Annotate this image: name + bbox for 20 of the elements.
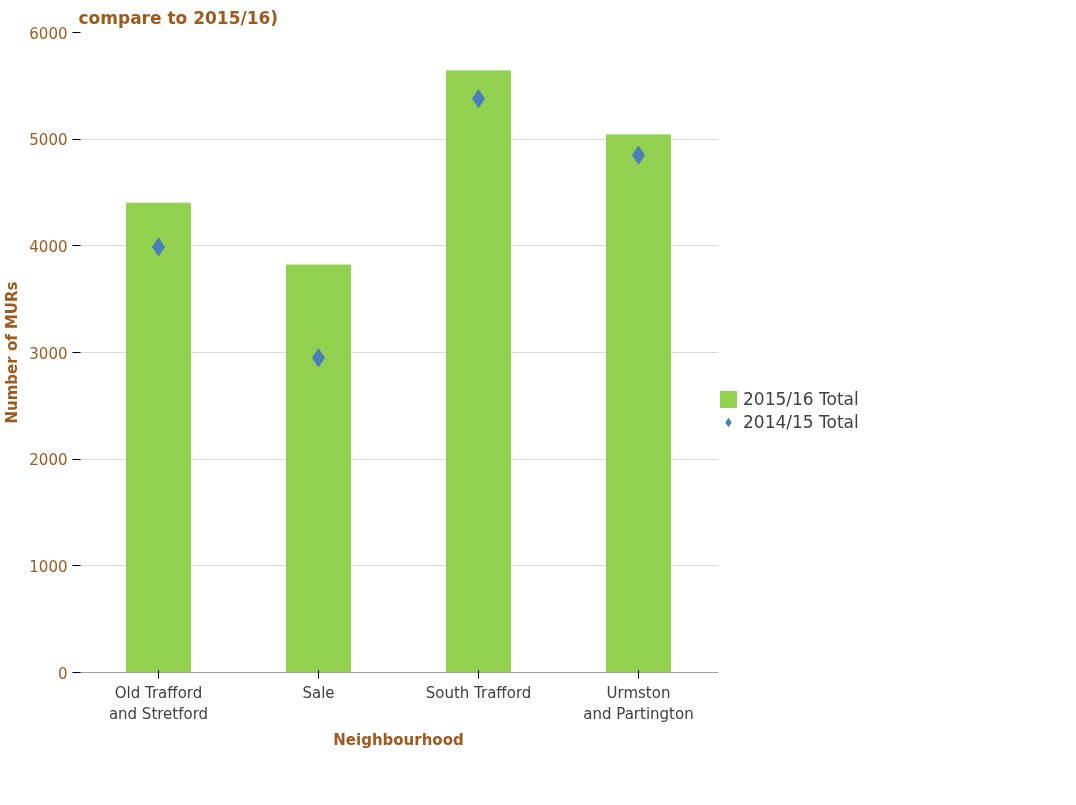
chart-title: compare to 2015/16) bbox=[78, 7, 279, 28]
x-tick-label: Urmston and Partington bbox=[583, 683, 694, 724]
y-tick-label: 1000 bbox=[29, 557, 68, 576]
legend-label: 2015/16 Total bbox=[743, 389, 859, 409]
legend-label: 2014/15 Total bbox=[743, 412, 859, 432]
x-axis-title: Neighbourhood bbox=[333, 731, 464, 750]
y-tick-label: 0 bbox=[57, 664, 68, 683]
bar bbox=[286, 264, 351, 673]
bar bbox=[606, 134, 671, 673]
bar bbox=[446, 70, 511, 673]
x-tick-label: Sale bbox=[302, 683, 335, 702]
y-tick-label: 2000 bbox=[29, 451, 68, 470]
bar bbox=[126, 202, 191, 673]
y-tick-label: 4000 bbox=[29, 237, 68, 256]
y-tick-label: 3000 bbox=[29, 344, 68, 363]
y-tick-label: 6000 bbox=[29, 24, 68, 43]
y-tick-label: 5000 bbox=[29, 131, 68, 150]
x-tick-label: South Trafford bbox=[425, 683, 532, 702]
y-axis-title: Number of MURs bbox=[3, 281, 22, 424]
x-tick-label: Old Trafford and Stretford bbox=[108, 683, 209, 724]
